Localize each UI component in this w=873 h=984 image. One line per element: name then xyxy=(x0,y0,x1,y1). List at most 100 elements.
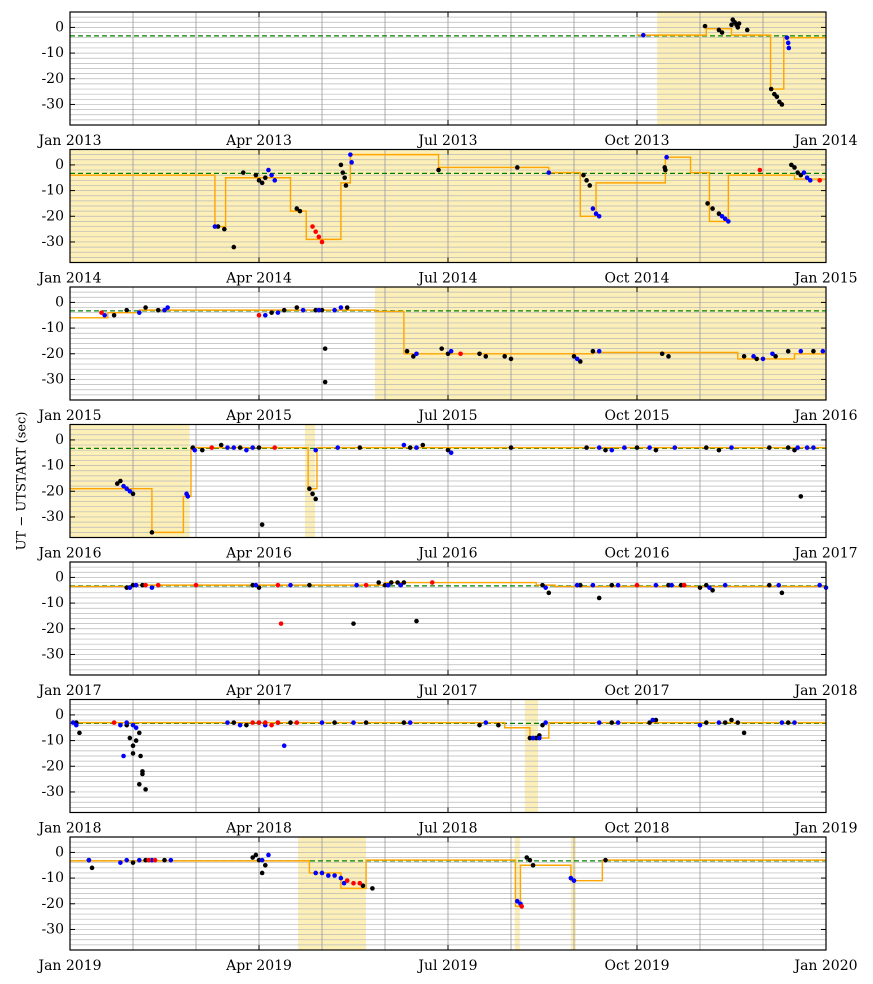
x-tick-label: Jan 2019 xyxy=(36,958,101,974)
data-point xyxy=(786,45,792,51)
data-point xyxy=(253,172,259,178)
data-point xyxy=(792,720,797,725)
data-point xyxy=(622,445,627,450)
data-point xyxy=(222,226,227,232)
data-point xyxy=(735,720,741,725)
data-point xyxy=(710,206,715,211)
step-line xyxy=(637,27,826,90)
data-point xyxy=(593,211,599,217)
data-point xyxy=(719,213,725,219)
data-point xyxy=(722,216,728,222)
step-line xyxy=(70,153,826,241)
y-tick-label: 0 xyxy=(55,707,64,723)
x-tick-label: Apr 2016 xyxy=(225,546,292,562)
data-point xyxy=(124,486,129,492)
x-tick-label: Jul 2018 xyxy=(416,821,477,837)
data-point xyxy=(716,27,722,33)
data-point xyxy=(263,720,268,725)
data-point xyxy=(527,735,533,741)
data-point xyxy=(801,170,807,175)
data-point xyxy=(269,722,274,728)
data-point xyxy=(704,582,709,588)
data-point xyxy=(502,354,508,359)
data-point xyxy=(798,348,804,354)
data-point xyxy=(439,346,445,351)
data-point xyxy=(729,445,734,450)
data-point xyxy=(590,348,596,354)
data-point xyxy=(193,582,199,588)
y-tick-label: -30 xyxy=(41,371,64,387)
data-point xyxy=(130,743,136,749)
data-point xyxy=(596,348,602,354)
y-tick-label: -10 xyxy=(41,320,64,336)
data-point xyxy=(647,720,652,725)
data-point xyxy=(231,445,237,450)
data-point xyxy=(215,224,221,229)
data-point xyxy=(445,351,451,357)
y-tick-label: -20 xyxy=(41,758,64,774)
data-point xyxy=(127,585,133,590)
data-point xyxy=(313,870,319,876)
data-point xyxy=(477,722,482,728)
data-point xyxy=(127,735,133,741)
data-point xyxy=(436,167,441,173)
x-tick-label: Oct 2019 xyxy=(604,958,669,974)
data-point xyxy=(741,354,747,359)
data-point xyxy=(256,720,262,725)
data-point xyxy=(344,305,350,310)
x-tick-label: Jan 2014 xyxy=(792,133,857,149)
data-point xyxy=(165,305,170,310)
data-point xyxy=(804,175,810,181)
data-point xyxy=(540,582,545,588)
data-point xyxy=(546,170,552,175)
data-point xyxy=(414,618,419,624)
data-point xyxy=(133,725,139,731)
data-point xyxy=(133,582,139,588)
data-point xyxy=(237,445,243,450)
data-point xyxy=(332,720,337,725)
data-point xyxy=(596,213,602,219)
data-point xyxy=(702,23,708,29)
data-point xyxy=(404,348,410,354)
data-point xyxy=(152,857,158,863)
data-point xyxy=(143,582,148,588)
data-point xyxy=(360,883,366,889)
data-point xyxy=(609,582,615,588)
data-point xyxy=(225,720,230,725)
data-point xyxy=(192,447,198,453)
x-tick-label: Jan 2017 xyxy=(36,683,101,699)
y-tick-label: -20 xyxy=(41,346,64,362)
data-point xyxy=(313,307,319,313)
data-point xyxy=(322,379,328,385)
data-point xyxy=(124,720,129,725)
data-point xyxy=(209,445,215,450)
data-point xyxy=(294,720,300,725)
step-line xyxy=(70,721,826,739)
x-tick-label: Jul 2019 xyxy=(416,958,477,974)
data-point xyxy=(307,582,312,588)
x-tick-label: Apr 2015 xyxy=(225,408,292,424)
data-point xyxy=(420,442,426,448)
data-point xyxy=(121,483,126,489)
data-point xyxy=(342,175,347,181)
data-point xyxy=(407,445,413,450)
data-point xyxy=(338,305,344,310)
data-point xyxy=(736,21,742,26)
x-tick-label: Jan 2020 xyxy=(792,958,857,974)
data-point xyxy=(263,862,268,868)
x-tick-label: Jan 2015 xyxy=(792,271,857,287)
data-point xyxy=(322,346,328,351)
data-point xyxy=(237,722,243,728)
data-point xyxy=(294,206,300,211)
x-tick-label: Oct 2013 xyxy=(604,133,669,149)
x-tick-label: Apr 2017 xyxy=(225,683,292,699)
data-point xyxy=(744,27,750,33)
data-point xyxy=(798,494,804,499)
data-point xyxy=(319,239,325,245)
data-point xyxy=(130,491,136,497)
data-point xyxy=(483,720,489,725)
data-point xyxy=(349,160,354,165)
data-point xyxy=(338,875,344,881)
data-point xyxy=(574,356,580,362)
